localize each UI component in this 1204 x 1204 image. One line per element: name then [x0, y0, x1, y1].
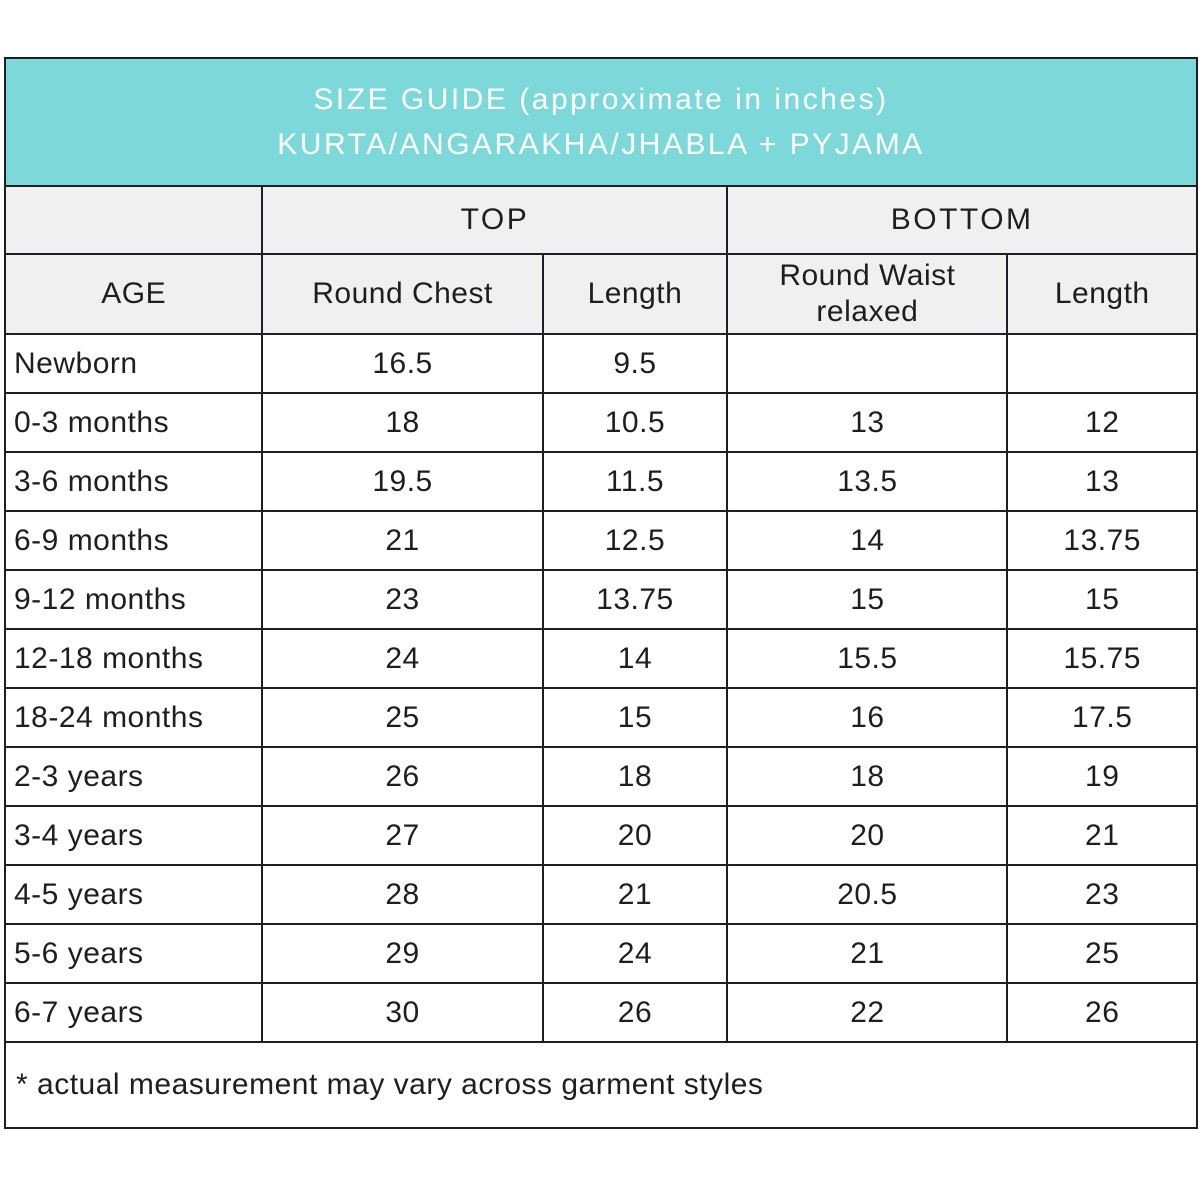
age-cell: 9-12 months — [3, 569, 264, 630]
group-header-bottom: BOTTOM — [726, 185, 1198, 255]
column-header-bottom-length: Length — [1006, 253, 1198, 335]
measurement-cell: 15.5 — [726, 628, 1009, 689]
table-row: 9-12 months 23 13.75 15 15 — [3, 569, 1198, 630]
table-row: 3-6 months 19.5 11.5 13.5 13 — [3, 451, 1198, 512]
table-row: 18-24 months 25 15 16 17.5 — [3, 687, 1198, 748]
measurement-cell: 16 — [726, 687, 1009, 748]
measurement-cell: 24 — [541, 923, 729, 984]
measurement-cell: 13.75 — [1006, 510, 1198, 571]
measurement-cell: 14 — [726, 510, 1009, 571]
banner-subtitle: KURTA/ANGARAKHA/JHABLA + PYJAMA — [277, 128, 925, 161]
measurement-cell: 9.5 — [541, 333, 729, 394]
measurement-cell: 14 — [541, 628, 729, 689]
measurement-cell: 11.5 — [541, 451, 729, 512]
measurement-cell: 16.5 — [261, 333, 544, 394]
column-header-row: AGE Round Chest Length Round Waist relax… — [3, 253, 1198, 335]
group-header-row: TOP BOTTOM — [3, 185, 1198, 255]
measurement-cell: 23 — [261, 569, 544, 630]
table-row: 3-4 years 27 20 20 21 — [3, 805, 1198, 866]
measurement-cell: 26 — [1006, 982, 1198, 1043]
measurement-cell: 21 — [1006, 805, 1198, 866]
size-guide-table: SIZE GUIDE (approximate in inches) KURTA… — [3, 57, 1198, 1129]
age-cell: 5-6 years — [3, 923, 264, 984]
table-row: 5-6 years 29 24 21 25 — [3, 923, 1198, 984]
age-cell: 6-7 years — [3, 982, 264, 1043]
measurement-cell: 21 — [541, 864, 729, 925]
measurement-cell: 21 — [726, 923, 1009, 984]
measurement-cell: 15.75 — [1006, 628, 1198, 689]
measurement-cell: 10.5 — [541, 392, 729, 453]
size-table-body: Newborn 16.5 9.5 0-3 months 18 10.5 13 12 3-6 mo… — [3, 333, 1198, 1043]
table-row: Newborn 16.5 9.5 — [3, 333, 1198, 394]
measurement-cell: 17.5 — [1006, 687, 1198, 748]
column-header-round-chest: Round Chest — [261, 253, 544, 335]
measurement-cell: 28 — [261, 864, 544, 925]
column-header-age: AGE — [3, 253, 264, 335]
size-guide-banner: SIZE GUIDE (approximate in inches) KURTA… — [4, 57, 1198, 187]
group-header-empty-cell — [3, 185, 264, 255]
measurement-cell: 12 — [1006, 392, 1198, 453]
measurement-cell: 21 — [261, 510, 544, 571]
measurement-cell: 19 — [1006, 746, 1198, 807]
measurement-cell: 13.5 — [726, 451, 1009, 512]
measurement-cell: 13.75 — [541, 569, 729, 630]
measurement-cell: 18 — [541, 746, 729, 807]
measurement-cell: 18 — [726, 746, 1009, 807]
table-row: 6-7 years 30 26 22 26 — [3, 982, 1198, 1043]
measurement-cell: 20.5 — [726, 864, 1009, 925]
table-row: 0-3 months 18 10.5 13 12 — [3, 392, 1198, 453]
age-cell: 3-4 years — [3, 805, 264, 866]
measurement-cell: 15 — [541, 687, 729, 748]
age-cell: 18-24 months — [3, 687, 264, 748]
measurement-cell — [726, 333, 1009, 394]
measurement-cell: 13 — [726, 392, 1009, 453]
table-row: 12-18 months 24 14 15.5 15.75 — [3, 628, 1198, 689]
measurement-cell: 29 — [261, 923, 544, 984]
measurement-cell: 23 — [1006, 864, 1198, 925]
age-cell: 12-18 months — [3, 628, 264, 689]
table-row: 4-5 years 28 21 20.5 23 — [3, 864, 1198, 925]
banner-row: SIZE GUIDE (approximate in inches) KURTA… — [4, 57, 1198, 187]
age-cell: 3-6 months — [3, 451, 264, 512]
size-guide: SIZE GUIDE (approximate in inches) KURTA… — [3, 57, 1198, 1129]
age-cell: 4-5 years — [3, 864, 264, 925]
table-row: 2-3 years 26 18 18 19 — [3, 746, 1198, 807]
age-cell: Newborn — [3, 333, 264, 394]
measurement-cell: 25 — [261, 687, 544, 748]
footnote-row: * actual measurement may vary across gar… — [4, 1041, 1198, 1129]
measurement-cell: 30 — [261, 982, 544, 1043]
measurement-cell — [1006, 333, 1198, 394]
measurement-cell: 13 — [1006, 451, 1198, 512]
column-header-top-length: Length — [541, 253, 729, 335]
banner-title: SIZE GUIDE (approximate in inches) — [313, 83, 889, 116]
measurement-cell: 18 — [261, 392, 544, 453]
measurement-cell: 26 — [261, 746, 544, 807]
measurement-cell: 26 — [541, 982, 729, 1043]
age-cell: 6-9 months — [3, 510, 264, 571]
measurement-cell: 24 — [261, 628, 544, 689]
age-cell: 0-3 months — [3, 392, 264, 453]
measurement-cell: 15 — [726, 569, 1009, 630]
measurement-cell: 22 — [726, 982, 1009, 1043]
measurement-cell: 19.5 — [261, 451, 544, 512]
measurement-cell: 20 — [541, 805, 729, 866]
measurement-cell: 20 — [726, 805, 1009, 866]
measurement-cell: 27 — [261, 805, 544, 866]
age-cell: 2-3 years — [3, 746, 264, 807]
column-header-round-waist: Round Waist relaxed — [726, 253, 1009, 335]
measurement-cell: 25 — [1006, 923, 1198, 984]
measurement-cell: 12.5 — [541, 510, 729, 571]
table-row: 6-9 months 21 12.5 14 13.75 — [3, 510, 1198, 571]
group-header-top: TOP — [261, 185, 729, 255]
footnote-text: * actual measurement may vary across gar… — [4, 1041, 1198, 1129]
measurement-cell: 15 — [1006, 569, 1198, 630]
